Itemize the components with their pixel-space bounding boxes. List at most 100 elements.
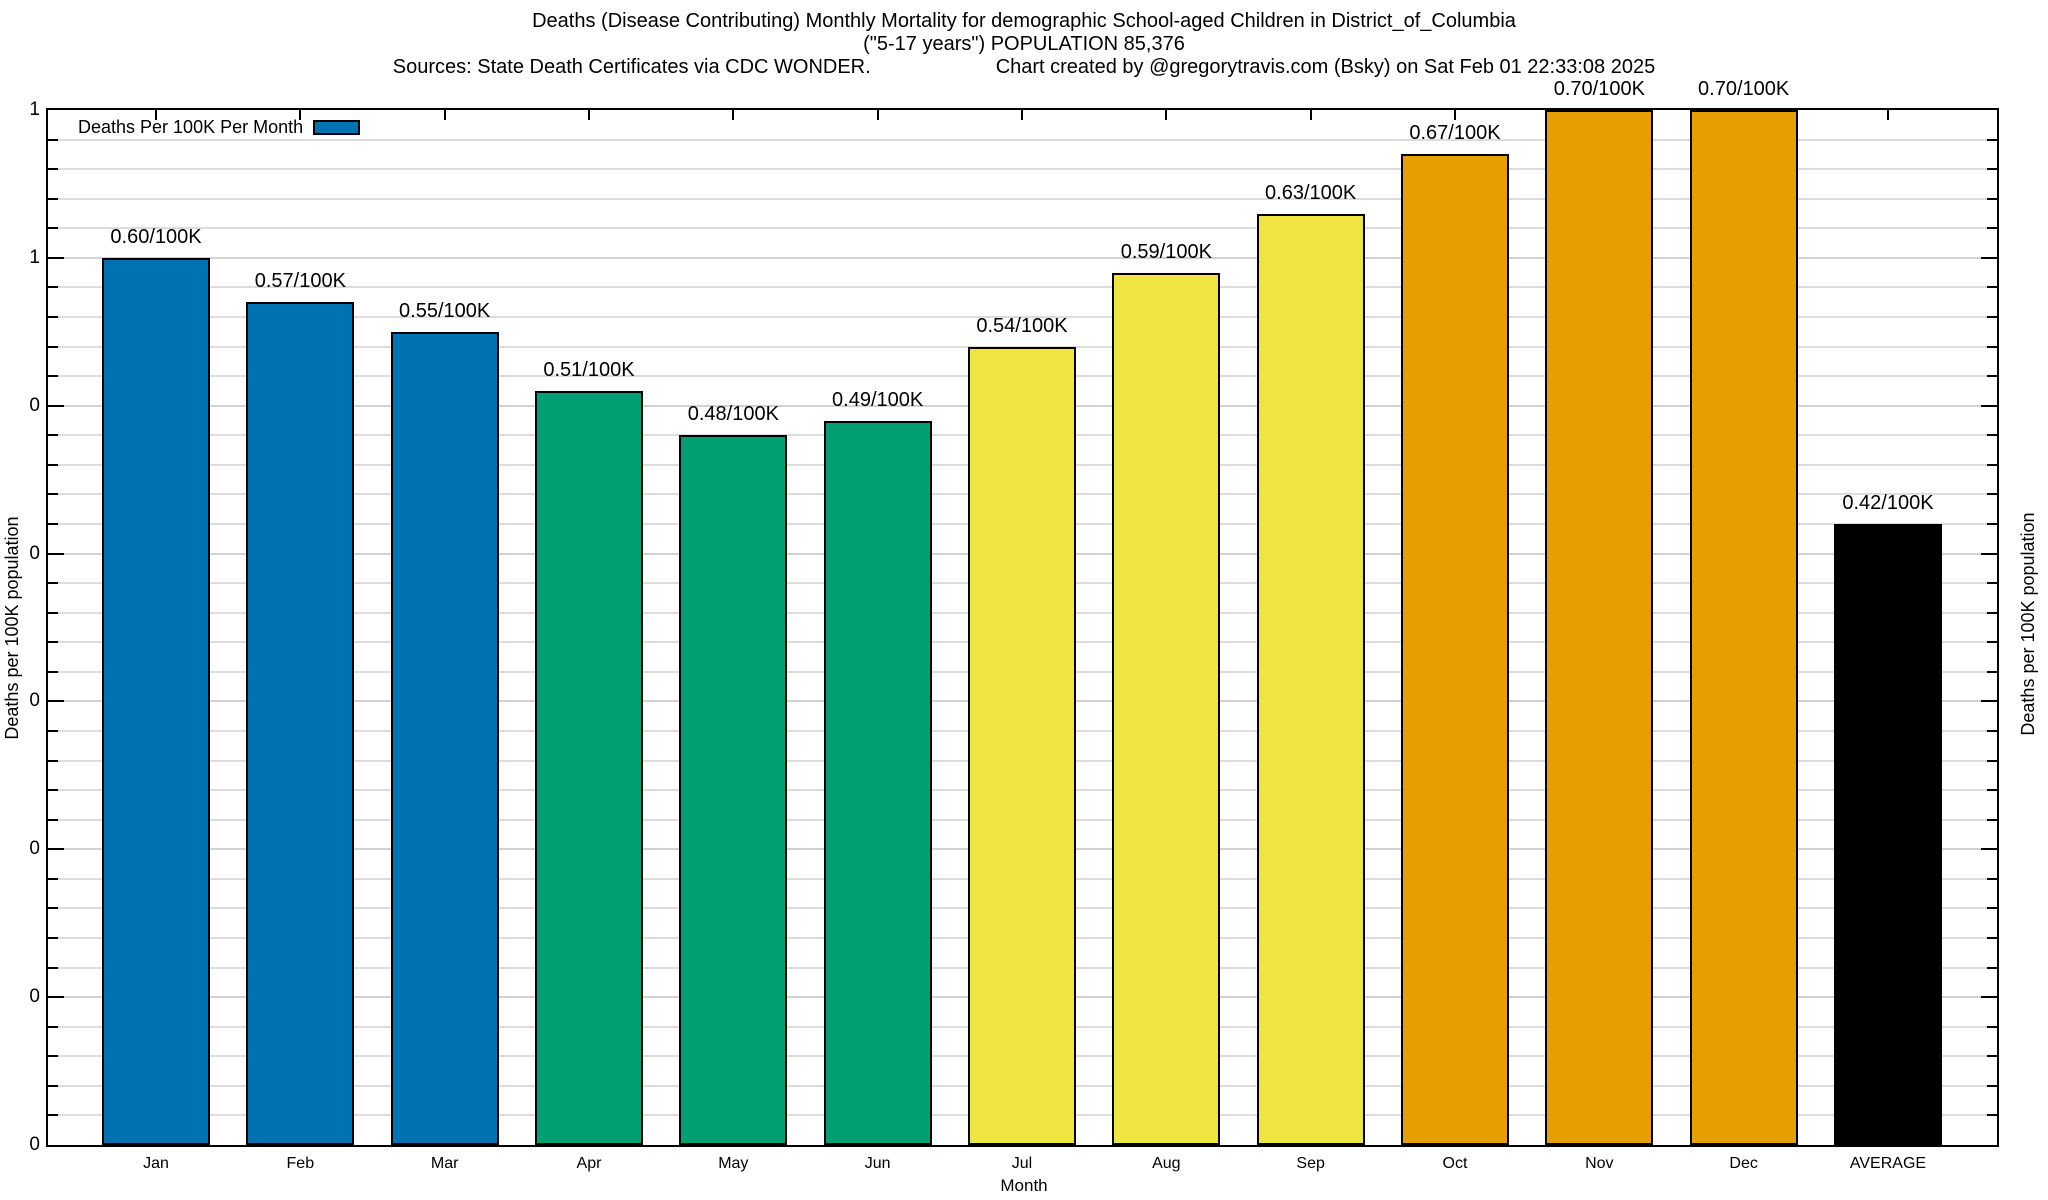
y-tick-right [1987, 582, 1997, 585]
y-tick-right [1987, 375, 1997, 378]
credit-note: Chart created by @gregorytravis.com (Bsk… [995, 56, 1656, 78]
y-gridline [48, 138, 1997, 141]
y-axis-title-left: Deaths per 100K population [2, 516, 22, 740]
x-tick-label-aug: Aug [1152, 1155, 1181, 1172]
y-tick-left [48, 670, 58, 673]
x-tick-label-jun: Jun [864, 1155, 891, 1172]
y-tick-right [1981, 996, 1997, 999]
bar-value-label: 0.70/100K [1698, 78, 1790, 100]
bar-value-label: 0.67/100K [1409, 122, 1501, 145]
bar-may [679, 435, 788, 1145]
y-tick-right [1987, 907, 1997, 910]
y-tick-right [1987, 759, 1997, 762]
x-tick-label-oct: Oct [1442, 1155, 1468, 1172]
plot-area: Deaths Per 100K Per Month 0.60/100K 0.57/… [46, 78, 1999, 1147]
y-tick-left [48, 582, 58, 585]
x-tick-label-nov: Nov [1585, 1155, 1614, 1172]
y-tick-right [1981, 404, 1997, 407]
y-tick-right [1987, 227, 1997, 230]
x-tick-top [587, 110, 590, 120]
bar-value-label: 0.49/100K [832, 388, 924, 411]
y-tick-label: 0 [29, 1134, 40, 1155]
x-tick-top [876, 110, 879, 120]
y-axis-title-right: Deaths per 100K population [2018, 512, 2038, 736]
bar-value-label: 0.63/100K [1265, 181, 1357, 204]
y-tick-left [48, 641, 58, 644]
bar-value-label: 0.70/100K [1553, 78, 1645, 100]
y-tick-left [48, 168, 58, 171]
y-tick-right [1987, 1114, 1997, 1117]
x-tick-top [443, 110, 446, 120]
x-tick-label-feb: Feb [286, 1155, 315, 1172]
x-tick-label-mar: Mar [430, 1155, 459, 1172]
y-tick-left [48, 552, 64, 555]
y-tick-left [48, 700, 64, 703]
y-tick-right [1987, 345, 1997, 348]
bar-feb [246, 302, 355, 1145]
chart-title-line3: Sources: State Death Certificates via CD… [0, 56, 2048, 79]
y-tick-right [1987, 434, 1997, 437]
y-tick-left [48, 493, 58, 496]
y-tick-right [1981, 256, 1997, 259]
y-tick-right [1987, 966, 1997, 969]
y-tick-left [48, 227, 58, 230]
bar-value-label: 0.59/100K [1120, 240, 1212, 263]
bar-apr [534, 390, 643, 1145]
y-tick-left [48, 789, 58, 792]
bar-value-label: 0.51/100K [543, 358, 635, 381]
bar-jun [823, 420, 932, 1145]
y-tick-left [48, 1114, 58, 1117]
x-tick-label-sep: Sep [1296, 1155, 1325, 1172]
bar-jan [102, 257, 210, 1145]
y-tick-left [48, 345, 58, 348]
y-tick-right [1981, 848, 1997, 851]
x-tick-label-may: May [718, 1155, 749, 1172]
y-tick-left [48, 759, 58, 762]
y-tick-left [48, 907, 58, 910]
y-gridline [48, 286, 1997, 289]
chart-title-line2: ("5-17 years") POPULATION 85,376 [863, 33, 1185, 55]
y-tick-left [48, 848, 64, 851]
bar-nov [1545, 110, 1654, 1145]
bar-value-label: 0.60/100K [110, 225, 202, 248]
y-tick-left [48, 966, 58, 969]
y-gridline [48, 168, 1997, 171]
y-tick-left [48, 937, 58, 939]
x-tick-top [155, 110, 157, 120]
x-tick-top [1309, 110, 1312, 120]
y-tick-label: 0 [29, 394, 40, 416]
y-gridline [48, 227, 1997, 230]
y-tick-left [48, 316, 58, 318]
y-tick-right [1987, 463, 1997, 466]
y-tick-right [1987, 670, 1997, 673]
y-tick-left [48, 1084, 58, 1087]
y-tick-left [48, 611, 58, 614]
y-tick-label: 0 [29, 690, 40, 712]
y-tick-left [48, 523, 58, 525]
bar-value-label: 0.54/100K [976, 314, 1068, 337]
y-tick-right [1987, 316, 1997, 318]
y-tick-right [1987, 493, 1997, 496]
bar-value-label: 0.48/100K [687, 403, 779, 426]
bar-jul [967, 346, 1076, 1145]
y-tick-right [1987, 818, 1997, 821]
x-tick-top [1020, 110, 1023, 120]
y-tick-left [48, 434, 58, 437]
y-tick-right [1987, 523, 1997, 525]
y-tick-right [1987, 1084, 1997, 1087]
y-gridline [48, 345, 1997, 348]
y-tick-right [1987, 641, 1997, 644]
bar-average [1833, 524, 1942, 1145]
x-tick-top [1886, 110, 1889, 120]
y-gridline [48, 316, 1997, 318]
legend: Deaths Per 100K Per Month [78, 117, 361, 138]
bar-value-label: 0.42/100K [1842, 492, 1934, 514]
x-tick-label-jul: Jul [1011, 1155, 1033, 1172]
y-tick-left [48, 463, 58, 466]
y-tick-right [1987, 730, 1997, 732]
legend-label: Deaths Per 100K Per Month [78, 117, 304, 137]
bar-mar [390, 331, 499, 1145]
sources-note: Sources: State Death Certificates via CD… [392, 56, 871, 78]
y-tick-label: 1 [29, 246, 40, 268]
